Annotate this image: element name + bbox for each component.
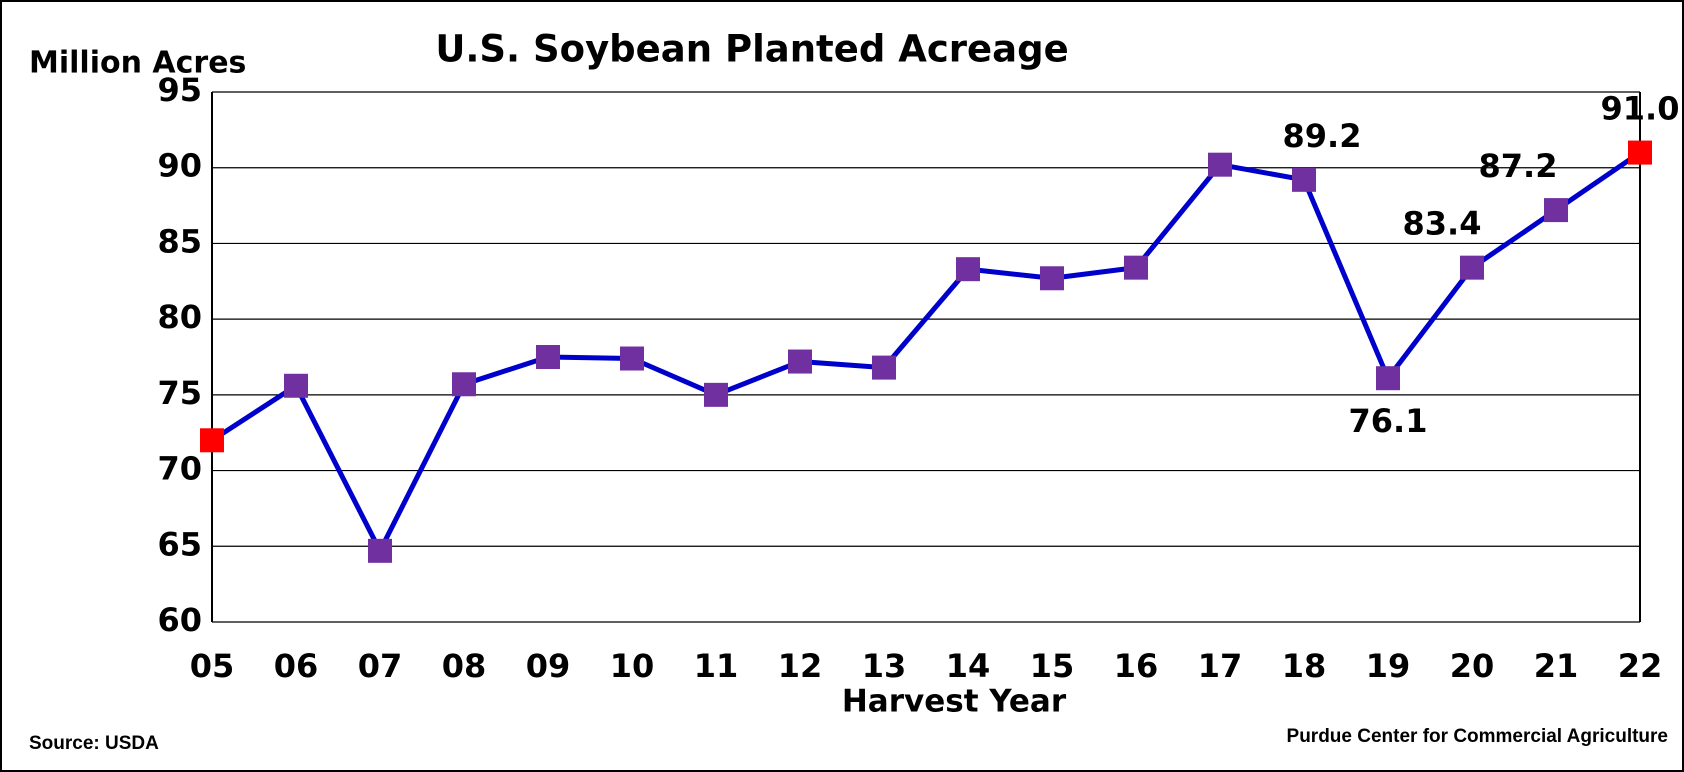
marker bbox=[1628, 140, 1652, 165]
credit: Purdue Center for Commercial Agriculture bbox=[1287, 726, 1668, 747]
data-label: 89.2 bbox=[1283, 117, 1362, 155]
x-tick-label: 16 bbox=[1114, 647, 1159, 685]
marker bbox=[1124, 255, 1148, 280]
y-tick-label: 75 bbox=[157, 374, 202, 412]
x-tick-label: 08 bbox=[442, 647, 487, 685]
marker bbox=[1292, 167, 1316, 192]
marker bbox=[536, 345, 560, 369]
y-axis-label: Million Acres bbox=[29, 46, 246, 81]
marker bbox=[956, 257, 980, 282]
x-axis-label: Harvest Year bbox=[842, 684, 1067, 720]
y-tick-label: 60 bbox=[157, 601, 202, 639]
marker bbox=[1544, 198, 1568, 223]
x-tick-label: 07 bbox=[358, 647, 403, 685]
x-tick-label: 12 bbox=[778, 647, 823, 685]
x-tick-label: 18 bbox=[1282, 647, 1327, 685]
marker bbox=[704, 382, 728, 407]
y-tick-label: 70 bbox=[157, 450, 202, 488]
marker bbox=[368, 538, 392, 563]
x-tick-label: 22 bbox=[1618, 647, 1663, 685]
data-label: 91.0 bbox=[1601, 90, 1680, 128]
source: Source: USDA bbox=[29, 733, 159, 754]
x-tick-label: 10 bbox=[610, 647, 655, 685]
x-tick-label: 13 bbox=[862, 647, 907, 685]
chart-title: U.S. Soybean Planted Acreage bbox=[435, 28, 1068, 71]
marker bbox=[284, 373, 308, 398]
y-tick-label: 80 bbox=[157, 298, 202, 336]
marker bbox=[1208, 152, 1232, 177]
y-tick-label: 95 bbox=[157, 71, 202, 109]
marker bbox=[200, 428, 224, 453]
marker bbox=[872, 355, 896, 380]
data-label: 83.4 bbox=[1403, 205, 1482, 243]
x-tick-label: 06 bbox=[274, 647, 319, 685]
marker bbox=[1040, 266, 1064, 291]
x-tick-label: 11 bbox=[694, 647, 739, 685]
marker bbox=[620, 346, 644, 371]
x-tick-label: 15 bbox=[1030, 647, 1075, 685]
line bbox=[210, 150, 1642, 554]
marker bbox=[1376, 366, 1400, 391]
x-tick-label: 09 bbox=[526, 647, 571, 685]
data-label: 87.2 bbox=[1479, 147, 1558, 185]
x-tick-label: 05 bbox=[190, 647, 235, 685]
x-tick-label: 17 bbox=[1198, 647, 1243, 685]
y-tick-label: 90 bbox=[157, 147, 202, 185]
marker bbox=[788, 349, 812, 374]
data-label: 76.1 bbox=[1349, 402, 1428, 440]
marker bbox=[1460, 255, 1484, 280]
x-tick-label: 20 bbox=[1450, 647, 1495, 685]
x-tick-label: 21 bbox=[1534, 647, 1579, 685]
x-tick-label: 14 bbox=[946, 647, 991, 685]
marker bbox=[452, 372, 476, 397]
y-tick-label: 65 bbox=[157, 525, 202, 563]
y-tick-label: 85 bbox=[157, 222, 202, 260]
x-tick-label: 19 bbox=[1366, 647, 1411, 685]
